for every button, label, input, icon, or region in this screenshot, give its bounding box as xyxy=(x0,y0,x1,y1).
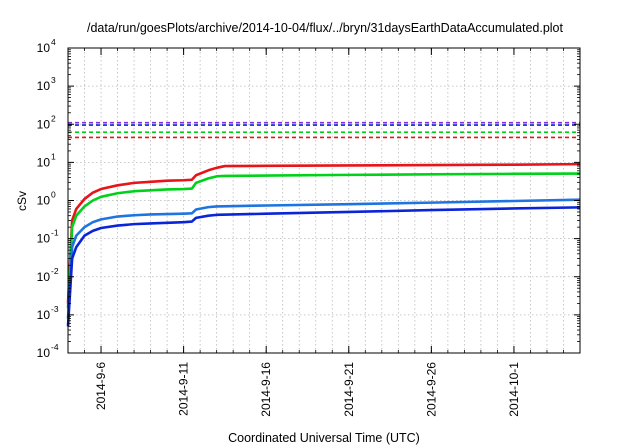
y-tick-label: 10 xyxy=(37,346,51,360)
y-axis-label: cSv xyxy=(15,191,29,211)
y-tick-label-exponent: -4 xyxy=(51,342,59,352)
series-line xyxy=(66,198,581,319)
series-lines xyxy=(66,162,581,327)
y-tick-label: 10 xyxy=(37,308,51,322)
grid xyxy=(68,48,580,353)
y-tick-label-exponent: -2 xyxy=(51,266,59,276)
y-tick-label: 10 xyxy=(37,270,51,284)
chart-title: /data/run/goesPlots/archive/2014-10-04/f… xyxy=(87,21,563,35)
y-tick-label: 10 xyxy=(37,232,51,246)
y-tick-label-exponent: 2 xyxy=(51,113,56,123)
y-tick-label: 10 xyxy=(37,41,51,55)
x-axis-label: Coordinated Universal Time (UTC) xyxy=(228,431,420,445)
x-axis: 2014-9-6 2014-9-11 2014-9-16 2014-9-21 2014-… xyxy=(67,48,581,417)
y-tick-label-exponent: 4 xyxy=(51,37,56,47)
series-line xyxy=(66,162,581,304)
x-tick-label: 2014-9-6 xyxy=(94,362,108,410)
y-tick-label: 10 xyxy=(37,194,51,208)
x-tick-label: 2014-9-11 xyxy=(177,362,191,416)
y-tick-label: 10 xyxy=(37,155,51,169)
x-tick-label: 2014-9-26 xyxy=(424,362,438,417)
series-line xyxy=(66,172,581,309)
y-tick-label-exponent: 0 xyxy=(51,190,56,200)
x-tick-label: 2014-9-21 xyxy=(342,362,356,417)
y-tick-label-exponent: -3 xyxy=(51,304,59,314)
y-tick-label-exponent: -1 xyxy=(51,228,59,238)
y-tick-label-exponent: 3 xyxy=(51,75,56,85)
y-tick-label-exponent: 1 xyxy=(51,151,56,161)
x-tick-label: 2014-10-1 xyxy=(507,362,521,417)
y-tick-label: 10 xyxy=(37,117,51,131)
y-tick-label: 10 xyxy=(37,79,51,93)
series-line xyxy=(66,206,581,327)
threshold-lines xyxy=(68,121,580,139)
x-tick-label: 2014-9-16 xyxy=(259,362,273,417)
